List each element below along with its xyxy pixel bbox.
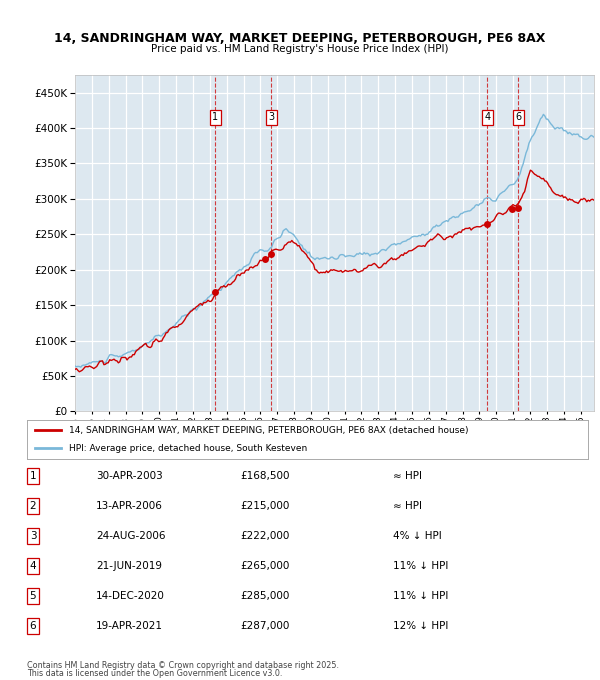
Text: 11% ↓ HPI: 11% ↓ HPI <box>393 561 448 571</box>
Text: 19-APR-2021: 19-APR-2021 <box>96 621 163 630</box>
Text: ≈ HPI: ≈ HPI <box>393 501 422 511</box>
Text: 2: 2 <box>29 501 37 511</box>
Text: ≈ HPI: ≈ HPI <box>393 471 422 481</box>
Text: HPI: Average price, detached house, South Kesteven: HPI: Average price, detached house, Sout… <box>69 444 307 453</box>
Text: £215,000: £215,000 <box>240 501 289 511</box>
Text: 13-APR-2006: 13-APR-2006 <box>96 501 163 511</box>
Text: 1: 1 <box>212 112 218 122</box>
Text: Price paid vs. HM Land Registry's House Price Index (HPI): Price paid vs. HM Land Registry's House … <box>151 44 449 54</box>
Text: £265,000: £265,000 <box>240 561 289 571</box>
Text: 3: 3 <box>29 531 37 541</box>
Text: 6: 6 <box>29 621 37 630</box>
Text: 4% ↓ HPI: 4% ↓ HPI <box>393 531 442 541</box>
Text: 11% ↓ HPI: 11% ↓ HPI <box>393 591 448 600</box>
Text: 14-DEC-2020: 14-DEC-2020 <box>96 591 165 600</box>
Text: £285,000: £285,000 <box>240 591 289 600</box>
Text: 21-JUN-2019: 21-JUN-2019 <box>96 561 162 571</box>
Text: 14, SANDRINGHAM WAY, MARKET DEEPING, PETERBOROUGH, PE6 8AX (detached house): 14, SANDRINGHAM WAY, MARKET DEEPING, PET… <box>69 426 469 435</box>
Text: This data is licensed under the Open Government Licence v3.0.: This data is licensed under the Open Gov… <box>27 668 283 678</box>
Text: 6: 6 <box>515 112 521 122</box>
Text: 5: 5 <box>29 591 37 600</box>
Text: 3: 3 <box>268 112 274 122</box>
Text: 4: 4 <box>484 112 490 122</box>
Text: £222,000: £222,000 <box>240 531 289 541</box>
Text: 4: 4 <box>29 561 37 571</box>
Text: 14, SANDRINGHAM WAY, MARKET DEEPING, PETERBOROUGH, PE6 8AX: 14, SANDRINGHAM WAY, MARKET DEEPING, PET… <box>55 31 545 45</box>
Text: 1: 1 <box>29 471 37 481</box>
Text: 24-AUG-2006: 24-AUG-2006 <box>96 531 166 541</box>
Text: £287,000: £287,000 <box>240 621 289 630</box>
Text: 30-APR-2003: 30-APR-2003 <box>96 471 163 481</box>
Text: 12% ↓ HPI: 12% ↓ HPI <box>393 621 448 630</box>
Text: Contains HM Land Registry data © Crown copyright and database right 2025.: Contains HM Land Registry data © Crown c… <box>27 660 339 670</box>
Text: £168,500: £168,500 <box>240 471 290 481</box>
